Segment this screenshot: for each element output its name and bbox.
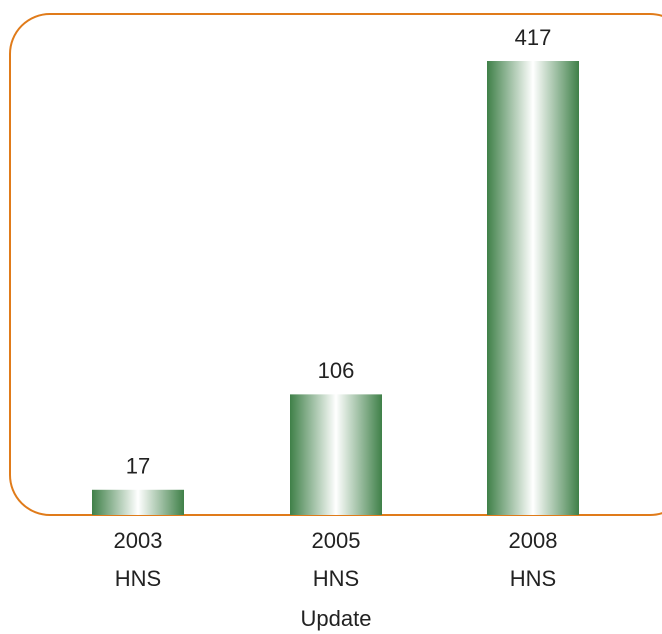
x-axis-label: Update — [301, 606, 372, 631]
data-label: 106 — [318, 358, 355, 383]
data-label: 17 — [126, 454, 150, 479]
x-tick-label: 2005 HNS — [312, 528, 361, 591]
bar — [290, 394, 382, 515]
bar — [487, 61, 579, 515]
x-tick-label: 2008 HNS — [509, 528, 558, 591]
data-label: 417 — [515, 25, 552, 50]
x-tick-label: 2003 HNS — [114, 528, 163, 591]
bar — [92, 489, 184, 515]
